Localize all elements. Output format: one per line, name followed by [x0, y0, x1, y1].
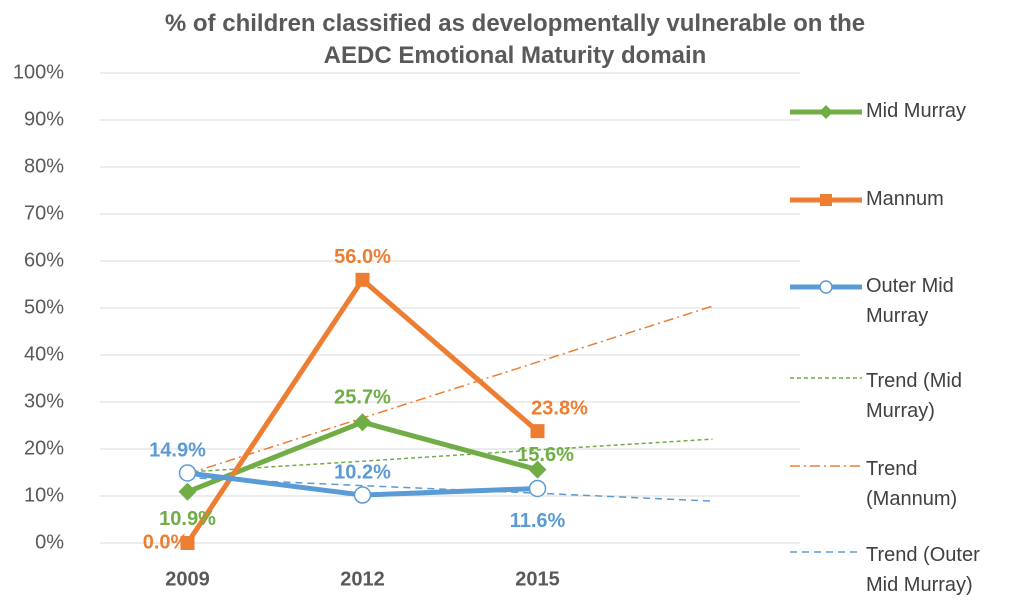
data-label: 0.0% — [143, 531, 189, 553]
y-tick-label: 50% — [24, 296, 64, 318]
y-tick-label: 90% — [24, 108, 64, 130]
data-label: 10.9% — [159, 508, 216, 530]
y-tick-label: 70% — [24, 202, 64, 224]
y-tick-label: 10% — [24, 484, 64, 506]
legend-label: Trend (Outer Mid Murray) — [866, 544, 980, 596]
x-tick-label: 2015 — [515, 568, 560, 590]
marker — [353, 413, 372, 432]
chart-title: % of children classified as developmenta… — [164, 10, 866, 69]
data-label: 15.6% — [517, 444, 574, 466]
marker — [528, 460, 547, 479]
legend-label: Mannum — [866, 188, 944, 210]
y-tick-label: 60% — [24, 249, 64, 271]
data-label: 14.9% — [149, 439, 206, 461]
marker — [178, 464, 197, 482]
y-tick-label: 20% — [24, 437, 64, 459]
legend-label: Trend (Mid Murray) — [866, 370, 962, 422]
y-tick-label: 0% — [35, 531, 64, 553]
data-label: 11.6% — [510, 510, 566, 532]
legend-label: Mid Murray — [866, 100, 967, 122]
legend-marker — [819, 105, 833, 119]
trend-line — [187, 438, 713, 473]
legend-marker — [820, 194, 832, 206]
marker — [528, 479, 547, 498]
data-label: 25.7% — [334, 386, 391, 408]
trend-line — [187, 305, 713, 475]
data-label: 56.0% — [334, 246, 391, 268]
legend-label: Outer Mid Murray — [866, 275, 954, 327]
marker — [530, 424, 545, 439]
y-tick-label: 80% — [24, 155, 64, 177]
data-label: 23.8% — [531, 397, 588, 419]
marker — [353, 486, 372, 504]
y-tick-label: 30% — [24, 390, 64, 412]
data-label: 10.2% — [334, 461, 391, 483]
legend-label: Trend (Mannum) — [866, 458, 958, 510]
y-tick-label: 40% — [24, 343, 64, 365]
x-tick-label: 2009 — [165, 568, 210, 590]
marker — [355, 272, 370, 287]
x-tick-label: 2012 — [340, 568, 385, 590]
marker — [178, 482, 197, 501]
legend-marker — [819, 280, 833, 294]
marker — [180, 536, 195, 550]
y-tick-label: 100% — [13, 61, 64, 83]
